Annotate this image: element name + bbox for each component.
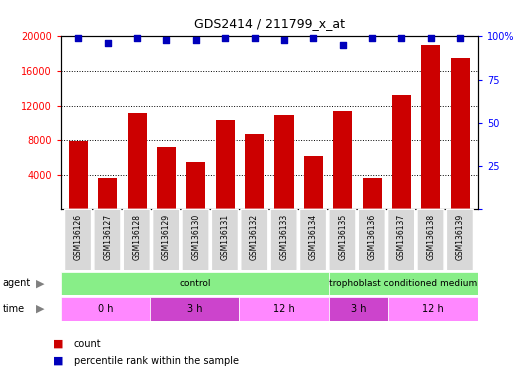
Point xyxy=(338,42,347,48)
Text: percentile rank within the sample: percentile rank within the sample xyxy=(74,356,239,366)
Text: ■: ■ xyxy=(53,356,63,366)
Point xyxy=(368,35,376,41)
Point xyxy=(221,35,230,41)
Text: 0 h: 0 h xyxy=(98,304,113,314)
FancyBboxPatch shape xyxy=(359,209,385,271)
Text: ▶: ▶ xyxy=(36,304,44,314)
Text: time: time xyxy=(3,304,25,314)
Text: 3 h: 3 h xyxy=(351,304,366,314)
FancyBboxPatch shape xyxy=(153,209,180,271)
FancyBboxPatch shape xyxy=(270,209,297,271)
Text: GSM136129: GSM136129 xyxy=(162,214,171,260)
Bar xyxy=(421,45,440,209)
Text: 12 h: 12 h xyxy=(274,304,295,314)
Bar xyxy=(389,297,478,321)
Text: 3 h: 3 h xyxy=(187,304,203,314)
FancyBboxPatch shape xyxy=(329,209,356,271)
Bar xyxy=(363,178,382,209)
Text: GSM136139: GSM136139 xyxy=(456,214,465,260)
Text: GSM136128: GSM136128 xyxy=(133,214,142,260)
Bar xyxy=(275,115,294,209)
FancyBboxPatch shape xyxy=(388,209,414,271)
Text: agent: agent xyxy=(3,278,31,288)
FancyBboxPatch shape xyxy=(446,209,474,271)
Text: GDS2414 / 211799_x_at: GDS2414 / 211799_x_at xyxy=(194,17,345,30)
Text: ■: ■ xyxy=(53,339,63,349)
Bar xyxy=(157,147,176,209)
Bar xyxy=(69,141,88,209)
Point xyxy=(309,35,317,41)
FancyBboxPatch shape xyxy=(299,209,326,271)
FancyBboxPatch shape xyxy=(182,209,209,271)
Bar xyxy=(150,297,240,321)
Text: trophoblast conditioned medium: trophoblast conditioned medium xyxy=(329,279,477,288)
Point xyxy=(280,37,288,43)
Bar xyxy=(392,95,411,209)
Point xyxy=(427,35,435,41)
Bar xyxy=(304,156,323,209)
Point xyxy=(456,35,465,41)
Point xyxy=(397,35,406,41)
Bar xyxy=(240,297,329,321)
Point xyxy=(192,37,200,43)
Text: count: count xyxy=(74,339,101,349)
Bar xyxy=(61,297,150,321)
Text: 12 h: 12 h xyxy=(422,304,444,314)
Text: control: control xyxy=(179,279,211,288)
Text: GSM136136: GSM136136 xyxy=(367,214,376,260)
Point xyxy=(74,35,82,41)
Bar xyxy=(329,297,389,321)
Point xyxy=(250,35,259,41)
Bar xyxy=(98,178,117,209)
FancyBboxPatch shape xyxy=(417,209,444,271)
Bar xyxy=(128,113,147,209)
Bar xyxy=(186,162,205,209)
Point xyxy=(103,40,112,46)
FancyBboxPatch shape xyxy=(211,209,239,271)
Bar xyxy=(245,134,264,209)
Text: GSM136130: GSM136130 xyxy=(191,214,200,260)
Bar xyxy=(329,272,478,295)
Text: GSM136137: GSM136137 xyxy=(397,214,406,260)
Point xyxy=(162,37,171,43)
FancyBboxPatch shape xyxy=(124,209,150,271)
Point xyxy=(133,35,142,41)
Text: GSM136133: GSM136133 xyxy=(279,214,288,260)
Text: GSM136135: GSM136135 xyxy=(338,214,347,260)
Text: ▶: ▶ xyxy=(36,278,44,288)
Bar xyxy=(215,120,235,209)
Text: GSM136127: GSM136127 xyxy=(103,214,112,260)
Bar xyxy=(451,58,470,209)
Text: GSM136126: GSM136126 xyxy=(74,214,83,260)
Text: GSM136132: GSM136132 xyxy=(250,214,259,260)
FancyBboxPatch shape xyxy=(64,209,91,271)
Bar xyxy=(333,111,352,209)
Text: GSM136138: GSM136138 xyxy=(426,214,436,260)
FancyBboxPatch shape xyxy=(241,209,268,271)
Bar xyxy=(61,272,329,295)
Text: GSM136134: GSM136134 xyxy=(309,214,318,260)
Text: GSM136131: GSM136131 xyxy=(221,214,230,260)
FancyBboxPatch shape xyxy=(94,209,121,271)
